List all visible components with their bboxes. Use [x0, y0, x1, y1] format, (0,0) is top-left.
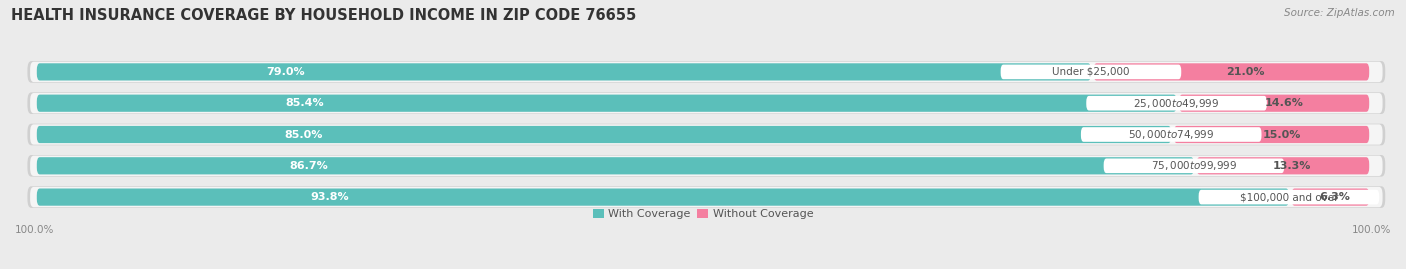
Text: $50,000 to $74,999: $50,000 to $74,999: [1128, 128, 1215, 141]
Text: 86.7%: 86.7%: [290, 161, 328, 171]
FancyBboxPatch shape: [30, 187, 1382, 207]
FancyBboxPatch shape: [1094, 63, 1369, 80]
Text: 15.0%: 15.0%: [1263, 129, 1301, 140]
Text: Source: ZipAtlas.com: Source: ZipAtlas.com: [1284, 8, 1395, 18]
FancyBboxPatch shape: [28, 61, 1385, 83]
FancyBboxPatch shape: [1087, 96, 1267, 111]
FancyBboxPatch shape: [37, 126, 1171, 143]
FancyBboxPatch shape: [37, 189, 1289, 206]
FancyBboxPatch shape: [1292, 189, 1369, 206]
FancyBboxPatch shape: [1081, 127, 1261, 142]
Text: 93.8%: 93.8%: [311, 192, 349, 202]
FancyBboxPatch shape: [1001, 65, 1181, 79]
Legend: With Coverage, Without Coverage: With Coverage, Without Coverage: [588, 204, 818, 224]
FancyBboxPatch shape: [30, 124, 1382, 145]
Text: 13.3%: 13.3%: [1272, 161, 1310, 171]
Text: $75,000 to $99,999: $75,000 to $99,999: [1150, 159, 1237, 172]
Text: HEALTH INSURANCE COVERAGE BY HOUSEHOLD INCOME IN ZIP CODE 76655: HEALTH INSURANCE COVERAGE BY HOUSEHOLD I…: [11, 8, 637, 23]
Text: 79.0%: 79.0%: [267, 67, 305, 77]
FancyBboxPatch shape: [28, 92, 1385, 114]
FancyBboxPatch shape: [37, 63, 1091, 80]
FancyBboxPatch shape: [1180, 95, 1369, 112]
Text: 14.6%: 14.6%: [1264, 98, 1303, 108]
Text: $25,000 to $49,999: $25,000 to $49,999: [1133, 97, 1220, 110]
Text: Under $25,000: Under $25,000: [1052, 67, 1129, 77]
Text: 21.0%: 21.0%: [1226, 67, 1265, 77]
FancyBboxPatch shape: [30, 93, 1382, 113]
FancyBboxPatch shape: [28, 186, 1385, 208]
Text: 6.3%: 6.3%: [1319, 192, 1350, 202]
FancyBboxPatch shape: [37, 95, 1177, 112]
Text: 85.0%: 85.0%: [284, 129, 322, 140]
Text: 85.4%: 85.4%: [285, 98, 325, 108]
FancyBboxPatch shape: [37, 157, 1194, 174]
FancyBboxPatch shape: [1104, 158, 1284, 173]
FancyBboxPatch shape: [1174, 126, 1369, 143]
FancyBboxPatch shape: [1197, 157, 1369, 174]
FancyBboxPatch shape: [30, 156, 1382, 176]
FancyBboxPatch shape: [30, 62, 1382, 82]
Text: $100,000 and over: $100,000 and over: [1240, 192, 1339, 202]
FancyBboxPatch shape: [1199, 190, 1379, 204]
FancyBboxPatch shape: [28, 124, 1385, 145]
FancyBboxPatch shape: [28, 155, 1385, 177]
